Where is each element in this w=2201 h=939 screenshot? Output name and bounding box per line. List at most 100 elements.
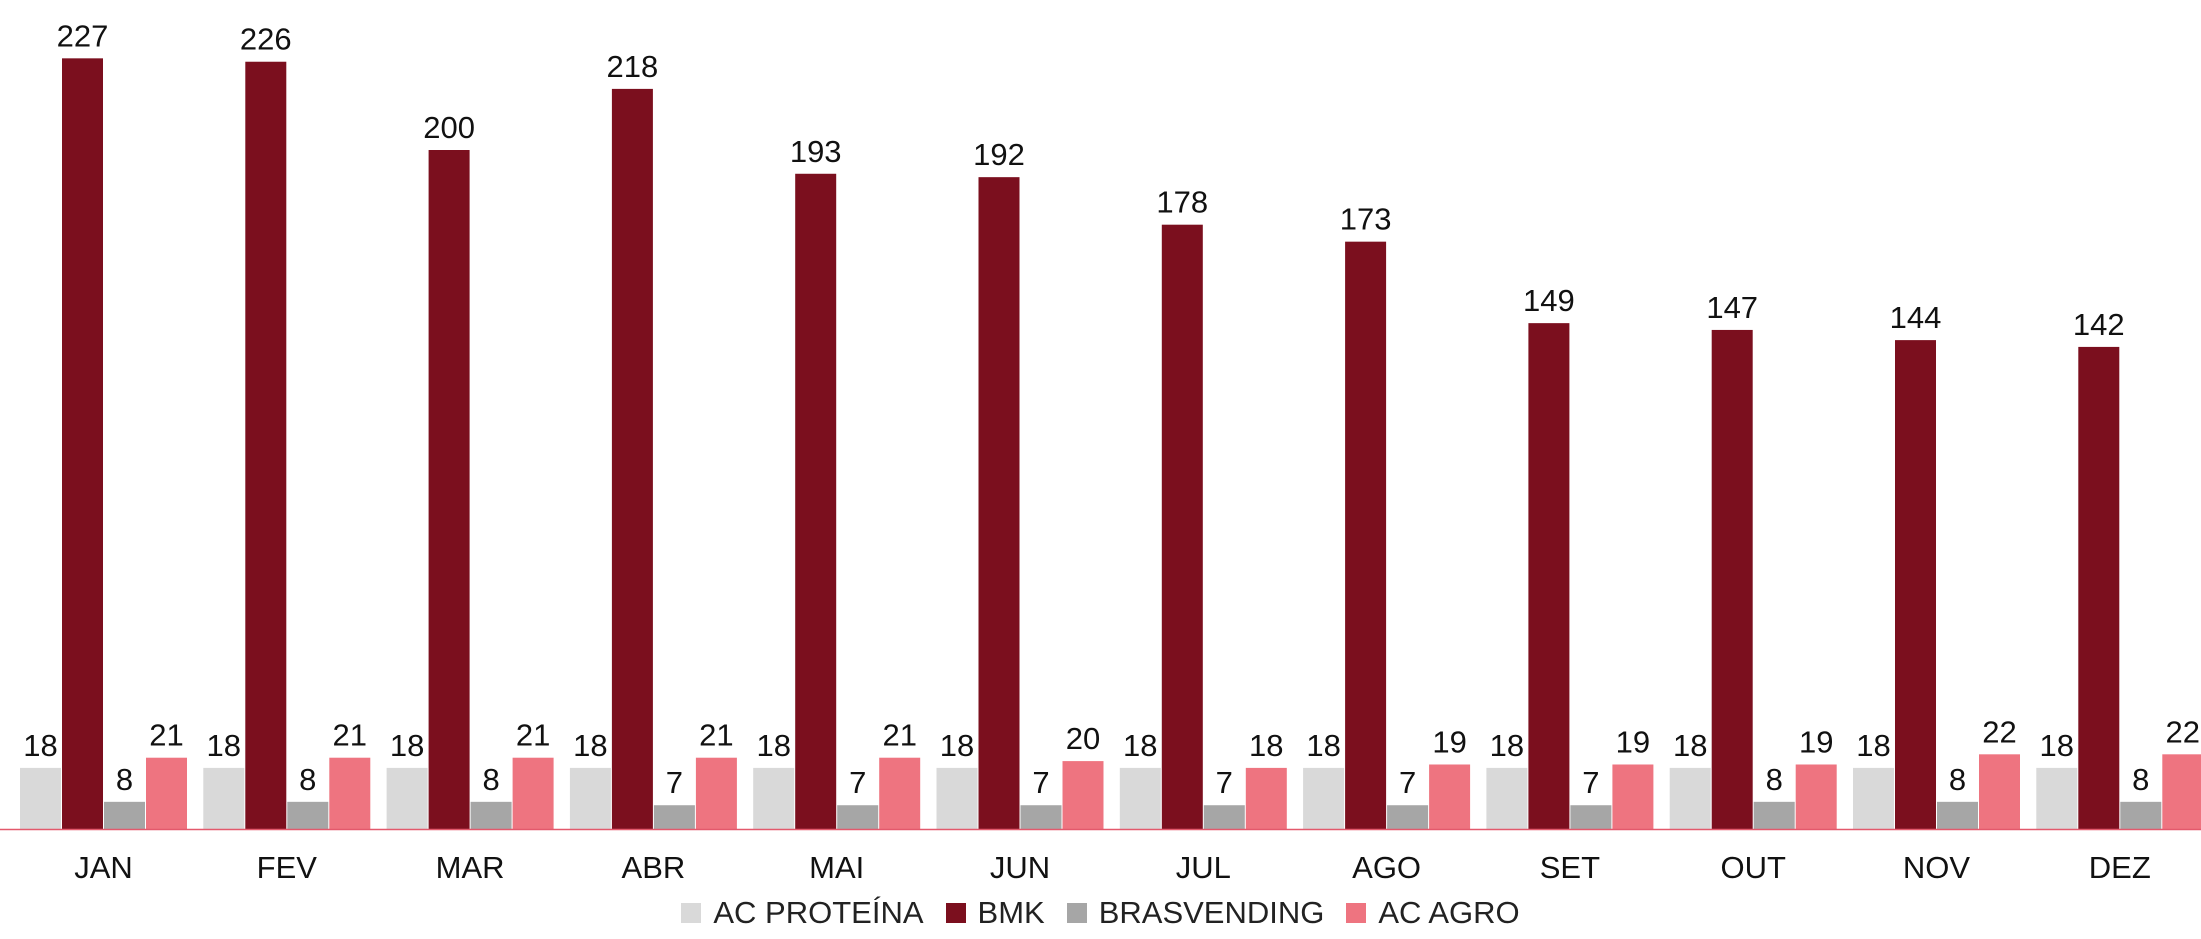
legend: AC PROTEÍNA BMK BRASVENDING AC AGRO (0, 888, 2201, 938)
data-label: 18 (207, 728, 241, 763)
legend-swatch (1346, 903, 1367, 923)
data-label: 20 (1066, 721, 1100, 756)
legend-label: AC AGRO (1378, 895, 1520, 930)
legend-swatch (1066, 903, 1087, 923)
x-tick-label: JUL (1176, 850, 1231, 880)
data-label: 18 (390, 728, 424, 763)
data-label: 144 (1890, 300, 1942, 335)
x-tick-label: NOV (1903, 850, 1971, 880)
x-tick-label: OUT (1720, 850, 1786, 880)
bar-bmk-abr (611, 88, 653, 829)
data-label: 22 (1982, 714, 2016, 749)
data-label: 19 (1616, 724, 1650, 759)
x-tick-label: DEZ (2089, 850, 2151, 880)
data-label: 8 (116, 762, 133, 797)
data-label: 18 (23, 728, 57, 763)
bar-bmk-mar (428, 150, 470, 829)
data-label: 149 (1523, 283, 1575, 318)
data-label: 19 (1432, 724, 1466, 759)
bar-brasvending-jan (104, 801, 145, 829)
bar-ac-agro-ago (1429, 764, 1471, 829)
bar-brasvending-mai (837, 805, 879, 829)
data-label: 200 (423, 110, 475, 145)
data-label: 7 (1582, 765, 1599, 800)
x-tick-label: MAR (436, 850, 505, 880)
bar-bmk-ago (1345, 241, 1387, 830)
bar-ac-agro-abr (695, 757, 737, 829)
data-label: 18 (756, 728, 790, 763)
bar-brasvending-ago (1387, 805, 1429, 829)
data-label: 218 (607, 49, 659, 84)
bar-bmk-mai (795, 173, 837, 829)
bar-brasvending-jul (1203, 805, 1245, 829)
data-label: 18 (1856, 728, 1890, 763)
bar-bmk-set (1528, 323, 1570, 829)
data-label: 18 (1249, 728, 1283, 763)
data-label: 7 (1216, 765, 1233, 800)
data-label: 21 (333, 718, 367, 753)
data-label: 18 (573, 728, 607, 763)
bar-ac-agro-jan (146, 757, 187, 829)
data-label: 18 (940, 728, 974, 763)
bar-chart: 18227821JAN18226821FEV18200821MAR1821872… (0, 18, 2201, 880)
bar-ac-agro-fev (329, 757, 371, 829)
legend-item: AC AGRO (1346, 895, 1520, 931)
bar-ac-agro-mar (512, 757, 554, 829)
data-label: 18 (1490, 728, 1524, 763)
data-label: 227 (57, 18, 109, 53)
bar-ac-prote-na-ago (1303, 767, 1345, 829)
data-label: 22 (2166, 714, 2200, 749)
legend-label: BMK (977, 895, 1045, 930)
data-label: 18 (2040, 728, 2074, 763)
data-label: 7 (1399, 765, 1416, 800)
bar-brasvending-out (1753, 801, 1795, 829)
legend-label: AC PROTEÍNA (713, 895, 924, 930)
data-label: 142 (2073, 307, 2125, 342)
bar-bmk-nov (1895, 340, 1936, 829)
data-label: 192 (973, 137, 1025, 172)
bar-bmk-jul (1161, 224, 1203, 829)
legend-item: BMK (945, 895, 1045, 931)
legend-item: BRASVENDING (1066, 895, 1324, 931)
bar-brasvending-abr (653, 805, 695, 829)
bar-brasvending-jun (1020, 805, 1062, 829)
legend-swatch (681, 903, 702, 923)
bar-ac-prote-na-set (1486, 767, 1528, 829)
x-tick-label: AGO (1352, 850, 1421, 880)
bar-ac-agro-jul (1245, 767, 1287, 829)
bar-bmk-dez (2078, 346, 2120, 829)
bar-brasvending-mar (470, 801, 512, 829)
data-label: 173 (1340, 202, 1392, 237)
bar-bmk-out (1711, 329, 1753, 829)
legend-item: AC PROTEÍNA (681, 895, 924, 931)
bar-ac-prote-na-dez (2036, 767, 2078, 829)
bar-ac-agro-jun (1062, 761, 1104, 829)
data-label: 18 (1123, 728, 1157, 763)
data-label: 147 (1706, 290, 1758, 325)
x-tick-label: FEV (257, 850, 318, 880)
data-label: 193 (790, 134, 842, 169)
data-label: 8 (2132, 762, 2149, 797)
data-label: 8 (1766, 762, 1783, 797)
bar-ac-prote-na-jan (20, 767, 61, 829)
bar-ac-prote-na-abr (569, 767, 611, 829)
bar-ac-agro-dez (2162, 754, 2201, 829)
data-label: 7 (666, 765, 683, 800)
bar-ac-prote-na-out (1669, 767, 1711, 829)
bar-ac-prote-na-jun (936, 767, 978, 829)
x-tick-label: MAI (809, 850, 864, 880)
x-tick-label: ABR (622, 850, 686, 880)
data-label: 18 (1306, 728, 1340, 763)
bar-bmk-fev (245, 61, 287, 830)
data-label: 21 (882, 718, 916, 753)
bar-bmk-jun (978, 177, 1020, 829)
bar-ac-agro-set (1612, 764, 1654, 829)
data-label: 8 (482, 762, 499, 797)
bar-ac-prote-na-jul (1119, 767, 1161, 829)
data-label: 18 (1673, 728, 1707, 763)
x-tick-label: SET (1540, 850, 1600, 880)
bar-ac-agro-nov (1979, 754, 2020, 829)
x-tick-label: JAN (74, 850, 133, 880)
bar-ac-prote-na-nov (1853, 767, 1894, 829)
bar-ac-prote-na-fev (203, 767, 245, 829)
